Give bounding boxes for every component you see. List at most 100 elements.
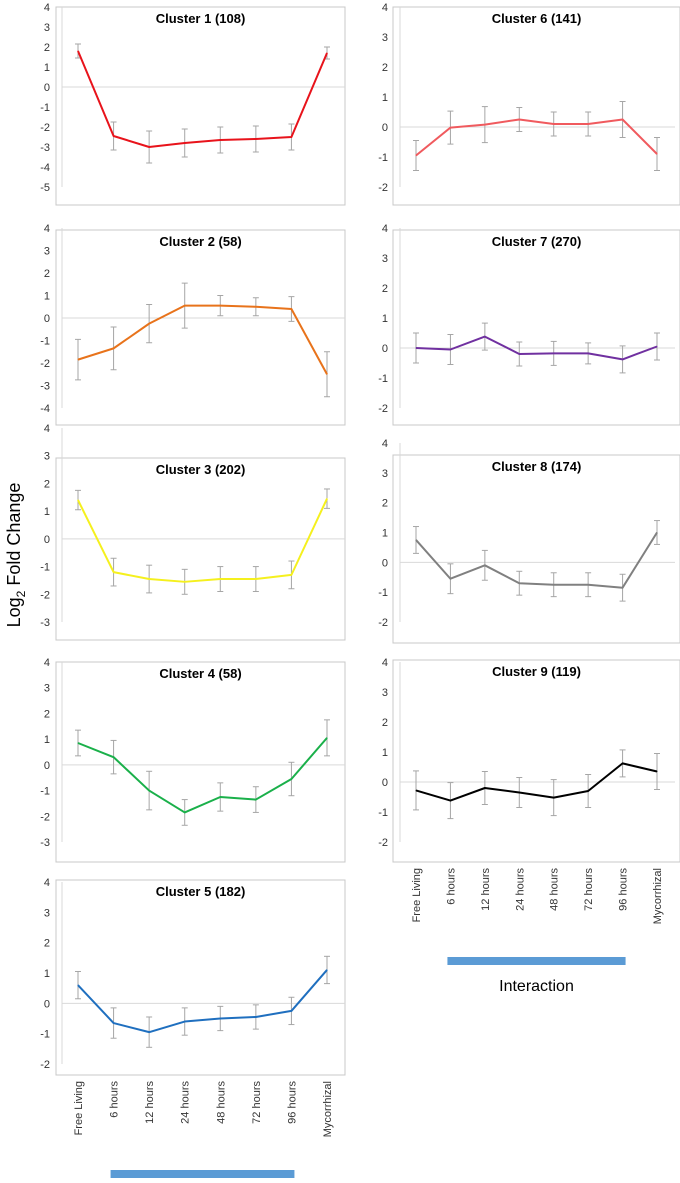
data-point xyxy=(77,50,79,52)
data-point xyxy=(148,323,150,325)
x-tick-label: 24 hours xyxy=(514,868,526,911)
x-tick-label: 6 hours xyxy=(445,868,457,905)
y-tick-label: 0 xyxy=(382,777,388,789)
x-tick-label: 96 hours xyxy=(286,1081,298,1124)
data-point xyxy=(449,349,451,350)
data-point xyxy=(113,1022,115,1024)
data-point xyxy=(77,359,79,361)
data-point xyxy=(184,142,186,144)
x-tick-label: Mycorrhizal xyxy=(652,868,664,924)
y-tick-label: 1 xyxy=(382,92,388,104)
chart-frame xyxy=(55,229,346,426)
chart-cluster-1: -5 -4 -3 -2 -1 0 1 2 3 4 Cluster 1 (108) xyxy=(40,2,346,206)
y-tick-label: 3 xyxy=(382,253,388,265)
y-tick-label: -4 xyxy=(40,403,50,415)
series-line xyxy=(77,498,328,583)
y-tick-label: -1 xyxy=(40,336,50,348)
data-point xyxy=(518,353,520,355)
y-tick-label: 4 xyxy=(44,877,50,889)
data-point xyxy=(184,1021,186,1023)
y-tick-label: 4 xyxy=(44,423,50,435)
data-point xyxy=(656,346,658,347)
y-tick-label: -2 xyxy=(40,811,50,823)
chart-cluster-4: -3 -2 -1 0 1 2 3 4 Cluster 4 (58) xyxy=(40,657,346,863)
x-tick-label: Mycorrhizal xyxy=(322,1081,334,1137)
series-line xyxy=(415,531,658,589)
y-tick-label: 3 xyxy=(44,22,50,34)
chart-frame xyxy=(392,454,680,644)
data-point xyxy=(184,581,186,583)
y-tick-label: 3 xyxy=(44,246,50,258)
y-tick-label: 2 xyxy=(44,42,50,54)
y-tick-label: 4 xyxy=(382,657,388,669)
chart-title: Cluster 7 (270) xyxy=(492,234,582,249)
chart-title: Cluster 8 (174) xyxy=(492,459,582,474)
y-tick-label: -1 xyxy=(40,1029,50,1041)
data-point xyxy=(148,790,150,792)
y-tick-label: -5 xyxy=(40,182,50,194)
data-point xyxy=(449,800,451,802)
y-tick-label: 2 xyxy=(44,268,50,280)
chart-frame xyxy=(55,661,346,863)
y-tick-label: 0 xyxy=(44,313,50,325)
y-tick-label: -1 xyxy=(378,373,388,385)
data-point xyxy=(148,146,150,148)
y-tick-label: -3 xyxy=(40,142,50,154)
data-point xyxy=(77,742,79,744)
data-point xyxy=(449,127,451,129)
y-tick-label: -3 xyxy=(40,837,50,849)
series-line xyxy=(415,762,658,802)
data-point xyxy=(587,584,589,586)
data-point xyxy=(484,336,486,338)
chart-title: Cluster 9 (119) xyxy=(492,664,581,679)
data-point xyxy=(587,352,589,354)
data-point xyxy=(656,771,658,772)
y-tick-label: 2 xyxy=(44,478,50,490)
y-tick-label: 0 xyxy=(44,998,50,1010)
data-point xyxy=(219,1018,221,1019)
y-tick-label: 1 xyxy=(44,506,50,518)
chart-frame xyxy=(392,229,680,426)
data-point xyxy=(326,969,328,971)
y-tick-label: 3 xyxy=(382,468,388,480)
data-point xyxy=(113,135,115,137)
data-point xyxy=(518,119,520,120)
y-tick-label: 0 xyxy=(382,343,388,355)
chart-frame xyxy=(55,457,346,641)
chart-frame xyxy=(55,879,346,1076)
x-tick-label: 6 hours xyxy=(109,1081,121,1118)
y-tick-label: 1 xyxy=(44,291,50,303)
data-point xyxy=(415,789,417,791)
y-tick-label: 4 xyxy=(382,438,388,450)
y-tick-label: 4 xyxy=(382,2,388,14)
y-tick-label: -1 xyxy=(378,807,388,819)
x-tick-label: Free Living xyxy=(73,1081,85,1135)
data-point xyxy=(484,124,486,126)
interaction-bar xyxy=(447,957,626,965)
chart-frame xyxy=(55,6,346,206)
y-tick-label: -2 xyxy=(40,1059,50,1071)
data-point xyxy=(255,799,257,801)
y-tick-label: -1 xyxy=(378,152,388,164)
data-point xyxy=(148,578,150,580)
data-point xyxy=(518,792,520,793)
series-line xyxy=(415,335,658,361)
data-point xyxy=(113,756,115,758)
data-point xyxy=(148,1031,150,1033)
data-point xyxy=(656,532,658,533)
data-point xyxy=(326,737,328,739)
data-point xyxy=(622,119,624,120)
data-point xyxy=(622,762,624,764)
series-line xyxy=(77,969,328,1034)
y-tick-label: 2 xyxy=(382,498,388,510)
y-tick-label: -2 xyxy=(378,837,388,849)
y-tick-label: -1 xyxy=(40,562,50,574)
y-tick-label: -1 xyxy=(40,786,50,798)
chart-cluster-3: -3 -2 -1 0 1 2 3 4 Cluster 3 (202) xyxy=(40,423,346,641)
chart-title: Cluster 2 (58) xyxy=(159,234,241,249)
data-point xyxy=(219,139,221,141)
x-tick-label: 48 hours xyxy=(215,1081,227,1124)
x-tick-label: 96 hours xyxy=(618,868,630,911)
x-tick-label: Free Living xyxy=(411,868,423,922)
y-tick-label: 2 xyxy=(44,708,50,720)
